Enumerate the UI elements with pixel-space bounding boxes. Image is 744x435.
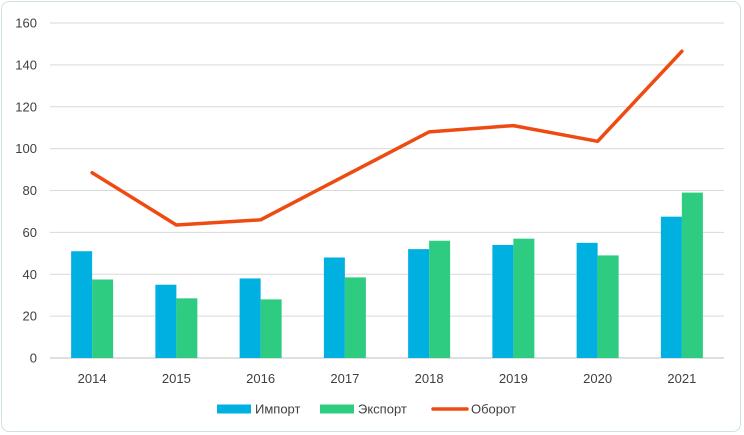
import-bar <box>71 251 93 358</box>
import-bar <box>408 249 430 358</box>
x-tick-label: 2015 <box>162 371 191 386</box>
import-bar <box>492 244 514 358</box>
y-tick-label: 80 <box>23 183 37 198</box>
import-bar <box>576 242 598 358</box>
y-tick-label: 40 <box>23 267 37 282</box>
export-bar <box>513 238 535 358</box>
export-bar <box>681 192 703 358</box>
x-tick-label: 2017 <box>330 371 359 386</box>
x-tick-label: 2016 <box>246 371 275 386</box>
legend: Импорт Экспорт Оборот <box>217 402 516 417</box>
import-bar <box>239 278 261 358</box>
legend-label-import: Импорт <box>255 402 300 417</box>
export-bar <box>92 279 114 358</box>
x-tick-label: 2019 <box>499 371 528 386</box>
y-tick-label: 0 <box>30 351 37 366</box>
y-tick-label: 100 <box>15 141 37 156</box>
x-tick-label: 2014 <box>78 371 107 386</box>
legend-swatch-export <box>320 404 354 414</box>
turnover-line <box>90 49 684 227</box>
y-tick-label: 140 <box>15 57 37 72</box>
bars <box>71 192 703 358</box>
x-tick-label: 2018 <box>415 371 444 386</box>
y-axis: 0 20 40 60 80 100 120 140 160 <box>15 16 37 366</box>
x-tick-label: 2021 <box>667 371 696 386</box>
x-axis: 2014 2015 2016 2017 2018 2019 2020 2021 <box>78 371 697 386</box>
y-tick-label: 160 <box>15 16 37 31</box>
gridlines <box>50 22 724 359</box>
turnover-line-path <box>90 49 684 227</box>
export-bar <box>344 277 366 358</box>
legend-swatch-import <box>217 404 251 414</box>
y-tick-label: 20 <box>23 309 37 324</box>
export-bar <box>597 255 619 358</box>
legend-label-export: Экспорт <box>358 402 407 417</box>
x-tick-label: 2020 <box>583 371 612 386</box>
legend-label-turnover: Оборот <box>471 402 516 417</box>
y-tick-label: 120 <box>15 99 37 114</box>
import-bar <box>323 257 345 358</box>
import-bar <box>155 284 177 358</box>
y-tick-label: 60 <box>23 225 37 240</box>
export-bar <box>176 298 198 358</box>
import-bar <box>660 216 682 358</box>
export-bar <box>260 299 282 358</box>
export-bar <box>429 240 451 358</box>
